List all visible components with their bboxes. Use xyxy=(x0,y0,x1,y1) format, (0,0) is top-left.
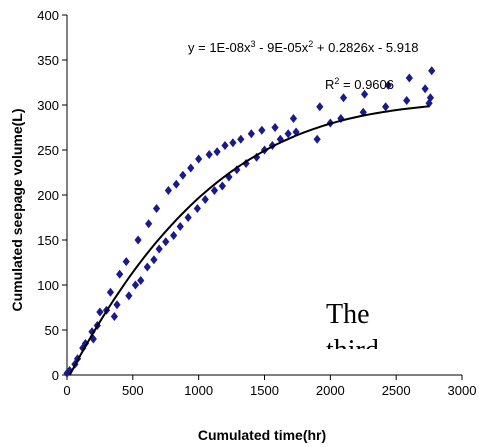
x-tick-label: 1000 xyxy=(184,383,213,398)
data-point xyxy=(428,66,436,76)
data-point xyxy=(137,276,145,285)
x-tick-label: 500 xyxy=(122,383,144,398)
r-squared-label: R2 = 0.9606 xyxy=(325,76,394,92)
y-tick-label: 100 xyxy=(37,278,59,293)
y-tick-label: 350 xyxy=(37,53,59,68)
data-point xyxy=(193,204,201,213)
data-point xyxy=(229,138,237,148)
y-tick-label: 250 xyxy=(37,143,59,158)
overlay-text-line1: The xyxy=(326,299,370,330)
y-tick-label: 400 xyxy=(37,8,59,23)
data-point xyxy=(313,134,321,144)
data-point xyxy=(110,312,118,321)
data-point xyxy=(253,152,261,162)
data-point xyxy=(276,134,284,144)
y-tick-label: 300 xyxy=(37,98,59,113)
data-point xyxy=(81,339,90,348)
data-point xyxy=(213,147,221,157)
data-point xyxy=(210,186,219,195)
data-point xyxy=(201,195,209,204)
y-tick-label: 50 xyxy=(45,323,59,338)
data-point xyxy=(205,150,213,159)
trendline-equation: y = 1E-08x3 - 9E-05x2 + 0.2826x - 5.918 xyxy=(188,39,418,55)
y-tick-label: 150 xyxy=(37,233,59,248)
data-point xyxy=(221,141,229,150)
x-tick-label: 0 xyxy=(63,383,70,398)
data-point xyxy=(125,291,133,301)
data-point xyxy=(184,213,192,222)
y-axis-title: Cumulated seepage volume(L) xyxy=(9,108,25,311)
data-point xyxy=(405,73,413,83)
x-tick-label: 2500 xyxy=(382,383,411,398)
data-point xyxy=(237,134,245,144)
data-point xyxy=(284,129,292,139)
data-point xyxy=(113,300,121,310)
data-point xyxy=(289,114,298,123)
data-point xyxy=(339,93,348,103)
data-point xyxy=(426,93,434,103)
data-point xyxy=(63,368,71,378)
data-point xyxy=(403,96,411,105)
data-point xyxy=(134,235,142,245)
data-points xyxy=(63,66,436,378)
data-point xyxy=(360,89,369,99)
data-point xyxy=(152,204,161,213)
data-point xyxy=(150,255,158,265)
data-point xyxy=(195,154,203,164)
data-point xyxy=(176,222,184,231)
data-point xyxy=(155,244,163,254)
data-point xyxy=(187,163,195,173)
data-point xyxy=(382,102,390,112)
data-point xyxy=(116,269,124,279)
data-point xyxy=(164,186,172,195)
data-point xyxy=(179,170,187,180)
data-point xyxy=(122,257,130,267)
data-point xyxy=(292,127,300,137)
data-point xyxy=(247,129,255,139)
data-point xyxy=(421,84,429,94)
data-point xyxy=(66,366,74,375)
data-point xyxy=(258,125,266,135)
overlay-text-line2: third xyxy=(326,335,379,366)
data-point xyxy=(106,287,115,297)
y-tick-label: 0 xyxy=(52,368,59,383)
data-point xyxy=(218,181,226,191)
data-point xyxy=(145,219,153,229)
y-tick-group: 0 50 100 150 200 250 300 350 400 xyxy=(37,8,67,383)
data-point xyxy=(96,307,104,317)
x-tick-group: 0 500 1000 1500 2000 2500 3000 xyxy=(63,375,476,398)
data-point xyxy=(162,237,170,247)
data-point xyxy=(384,80,392,90)
data-point xyxy=(337,114,345,123)
trendline xyxy=(68,105,430,376)
y-tick-label: 200 xyxy=(37,188,59,203)
data-point xyxy=(88,327,96,337)
data-point xyxy=(170,231,178,240)
x-tick-label: 2000 xyxy=(316,383,345,398)
data-point xyxy=(271,123,279,132)
data-point xyxy=(131,280,140,290)
data-point xyxy=(172,179,180,189)
data-point xyxy=(316,102,324,112)
x-tick-label: 1500 xyxy=(250,383,279,398)
x-tick-label: 3000 xyxy=(448,383,477,398)
data-point xyxy=(143,262,151,272)
x-axis-title: Cumulated time(hr) xyxy=(198,427,326,443)
